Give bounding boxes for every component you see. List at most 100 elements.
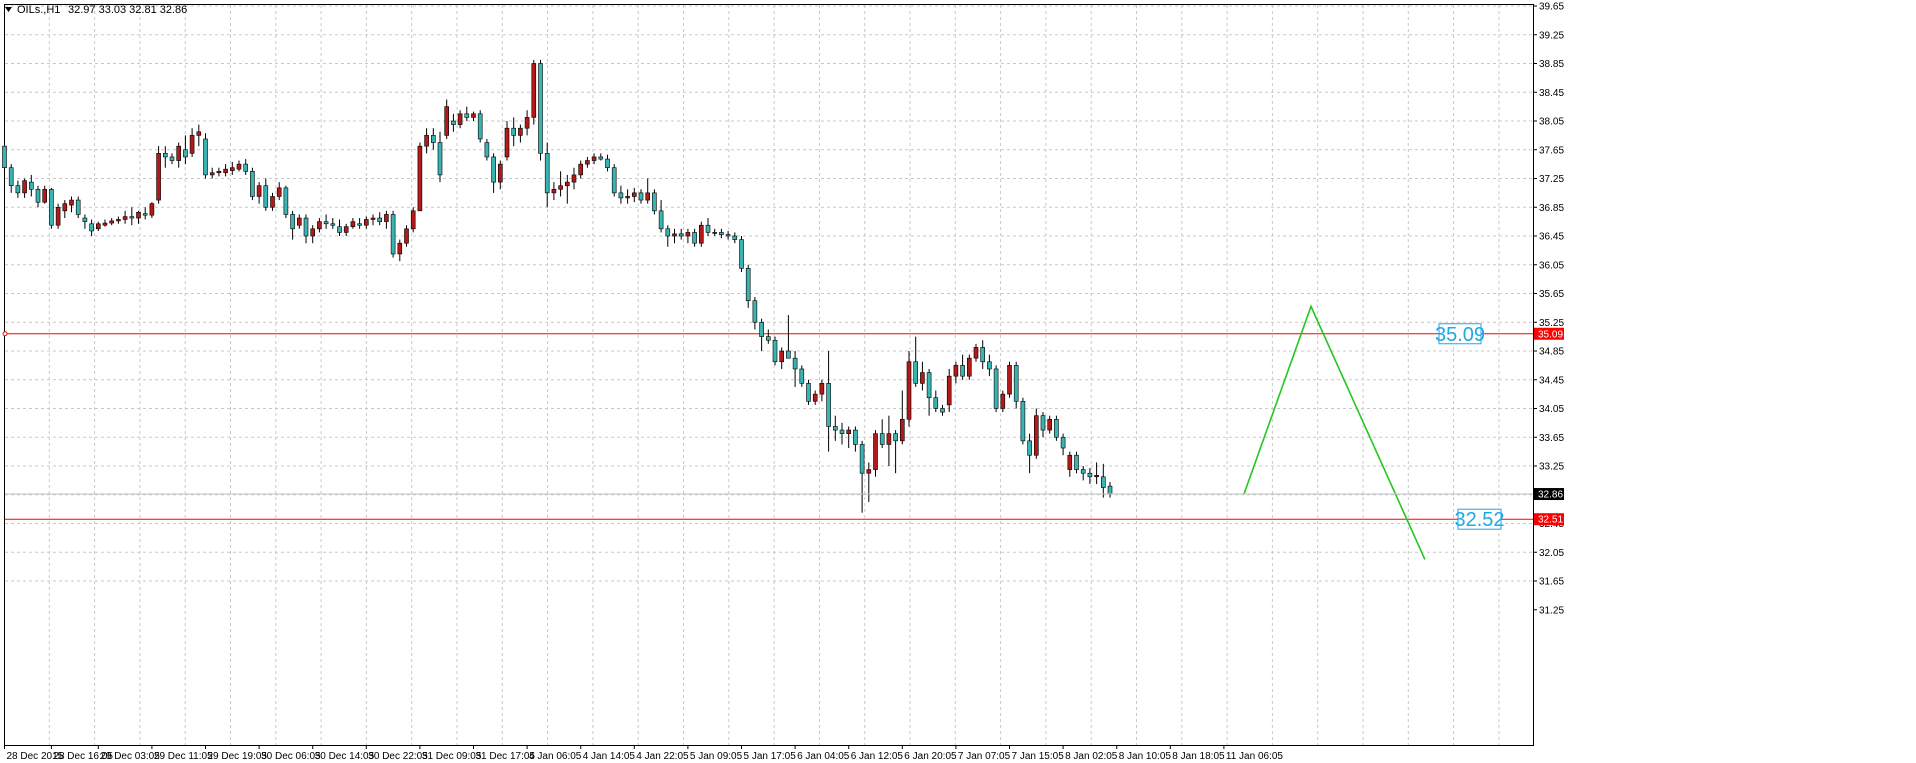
time-tick-label: 30 Dec 22:05 [368,751,428,762]
candle-body-down [926,372,932,399]
candle-body-up [296,217,302,226]
candle [980,340,986,369]
candle-body-down [853,429,858,445]
price-tick-label: 31.65 [1539,577,1564,588]
level-price-tag [1534,513,1564,526]
forecast-line[interactable] [1243,304,1426,560]
candle [812,390,818,405]
candle [203,133,208,179]
level-anchor-icon[interactable] [2,331,8,337]
candle [444,99,450,139]
candle-body-up [698,224,704,244]
candle-body-up [69,199,74,206]
candle-body-down [832,426,838,431]
candle [102,219,108,227]
price-tick-label: 38.45 [1539,88,1564,99]
candle [792,351,798,387]
candle [276,182,282,201]
candle-body-up [209,172,215,176]
candle [250,167,255,201]
candle [591,153,597,165]
candle [1000,390,1006,413]
candle-body-down [163,153,168,158]
candle [149,202,155,219]
candle-body-up [564,181,570,186]
time-tick-label: 29 Dec 11:05 [154,751,213,762]
candle [62,200,68,219]
level-price-tag-label: 35.09 [1538,329,1563,340]
candle [645,178,651,204]
level-label-box[interactable] [1438,323,1482,345]
candle [832,415,838,441]
candle [330,218,336,229]
candle-body-down [940,408,945,413]
candle [564,174,570,204]
candle [337,219,342,236]
time-tick-label: 5 Jan 09:05 [690,751,743,762]
candle-body-down [598,156,604,160]
candle [497,160,503,190]
candle-body-down [337,226,342,233]
candle [2,144,7,172]
candle [49,187,54,229]
candle-body-up [1047,418,1052,431]
time-tick-label: 29 Dec 19:05 [208,751,268,762]
level-price-tag-label: 32.51 [1538,515,1563,526]
time-tick-label: 6 Jan 04:05 [797,751,850,762]
time-tick-label: 8 Jan 02:05 [1065,751,1118,762]
candle-body-down [8,167,14,186]
candle-body-up [504,127,510,158]
candle [571,167,577,190]
candle-body-down [786,350,791,359]
time-tick-label: 28 Dec 16:05 [53,751,113,762]
candle [270,192,275,211]
header-quote: 32.97 33.03 32.81 32.86 [68,4,187,16]
time-tick-label: 7 Jan 15:05 [1012,751,1065,762]
candle-body-down [618,192,624,199]
candle-body-down [203,138,208,176]
candle [631,187,637,203]
candle [256,182,262,204]
price-tick-label: 39.65 [1539,2,1564,13]
candle-body-up [524,117,530,129]
candle [129,207,135,226]
candle [477,110,483,143]
candle [230,161,235,175]
candle-body-up [899,418,905,442]
candle-body-up [370,217,376,220]
time-tick-label: 5 Jan 17:05 [744,751,797,762]
candle [531,59,537,125]
candle-body-down [491,156,496,183]
candle-body-up [62,203,68,212]
candle [698,221,704,247]
candle [216,167,222,177]
candle [524,110,530,136]
candle [343,223,349,236]
candle [163,146,168,168]
candle-body-down [879,433,885,445]
candle-body-up [189,135,195,154]
price-tick-label: 35.65 [1539,289,1564,300]
candle [370,214,376,226]
collapse-triangle-icon[interactable] [5,7,12,12]
level-label-box[interactable] [1457,508,1502,530]
candle [363,216,369,229]
time-tick-label: 6 Jan 12:05 [851,751,904,762]
candle [464,106,470,121]
candle [122,210,128,224]
candle [1007,361,1012,398]
candle [859,440,865,513]
price-tick-label: 38.05 [1539,117,1564,128]
candle [8,164,14,193]
chart-header: OILs.,H1 32.97 33.03 32.81 32.86 [5,4,187,16]
candle-body-down [89,223,94,232]
candle-body-down [451,120,456,125]
candle [283,185,289,219]
candle [196,124,202,147]
candle [779,347,785,369]
candle-body-up [571,174,577,183]
candle [846,426,852,449]
candle-body-up [116,219,121,222]
candle [705,218,711,236]
